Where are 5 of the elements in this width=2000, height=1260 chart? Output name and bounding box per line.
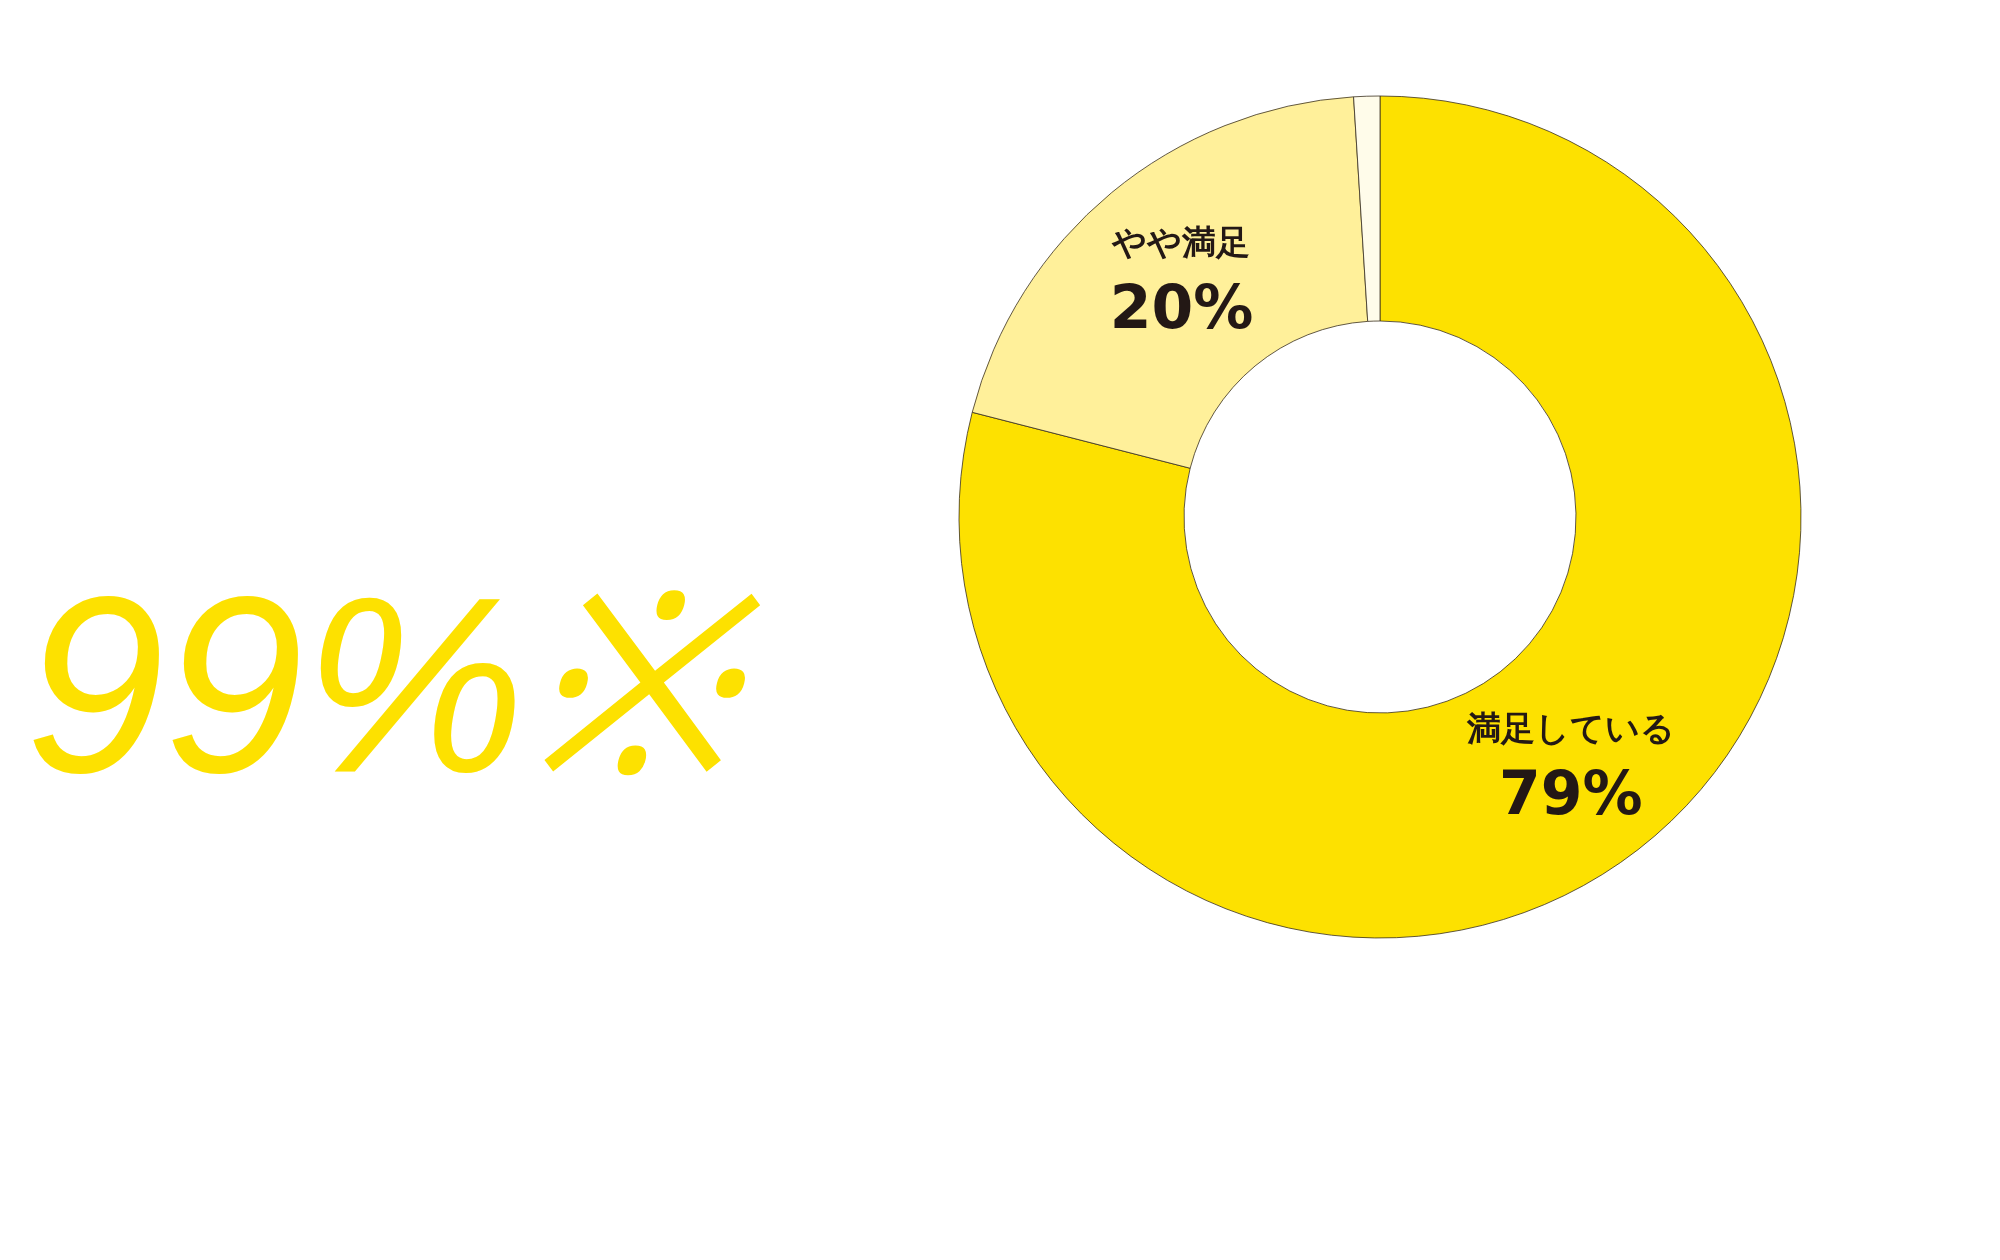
slice-label: やや満足: [1111, 221, 1251, 262]
slice-label: 満足している: [1465, 708, 1675, 749]
data-label: 79%: [1499, 758, 1643, 829]
data-label: 20%: [1109, 271, 1254, 342]
text: 99%※: [25, 545, 765, 825]
